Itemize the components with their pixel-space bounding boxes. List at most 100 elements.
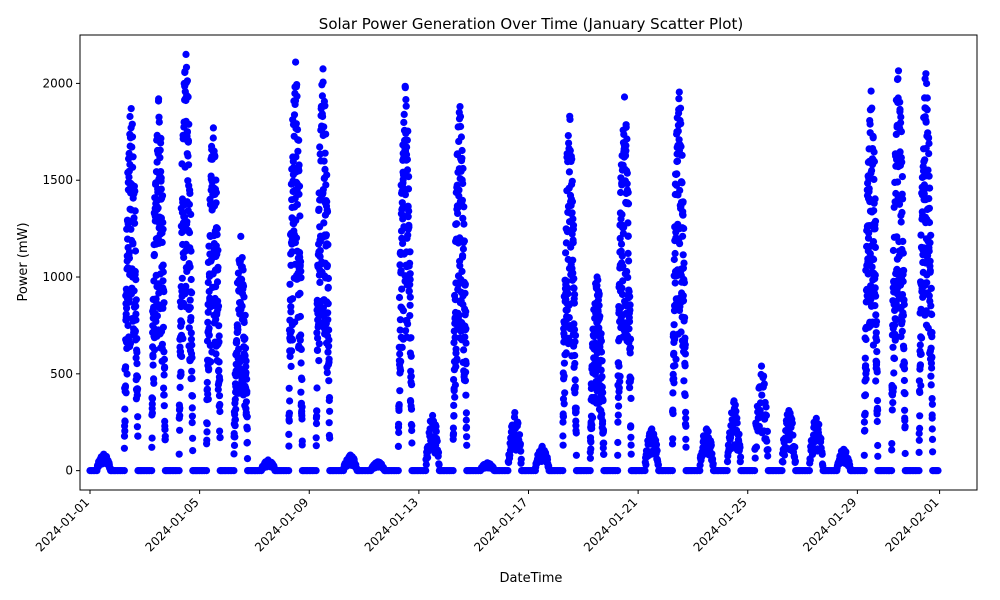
data-point	[615, 384, 623, 392]
data-point	[588, 421, 596, 429]
data-point	[760, 380, 768, 388]
data-point	[239, 282, 248, 290]
data-point	[407, 352, 415, 360]
data-point	[125, 248, 134, 256]
data-point	[584, 467, 592, 475]
data-point	[292, 234, 301, 242]
data-point	[184, 152, 192, 160]
data-point	[185, 200, 193, 208]
data-point	[161, 425, 169, 434]
data-point	[404, 213, 412, 221]
data-point	[925, 292, 933, 300]
data-point	[392, 467, 400, 475]
data-point	[617, 240, 626, 248]
data-point	[928, 395, 936, 403]
data-point	[405, 223, 413, 231]
data-point	[901, 422, 909, 430]
data-point	[459, 214, 467, 222]
data-point	[122, 313, 130, 321]
data-point	[215, 338, 223, 346]
data-point	[900, 376, 909, 385]
data-point	[324, 300, 332, 308]
data-point	[871, 284, 879, 292]
data-point	[557, 467, 565, 475]
data-point	[159, 268, 167, 276]
data-point	[569, 239, 577, 247]
data-point	[395, 401, 403, 409]
data-point	[565, 139, 573, 147]
data-point	[159, 261, 167, 269]
data-point	[572, 422, 580, 430]
data-point	[297, 258, 305, 266]
data-point	[597, 348, 606, 356]
data-point	[402, 96, 410, 104]
data-point	[928, 353, 936, 361]
data-point	[187, 275, 195, 284]
data-point	[620, 93, 629, 101]
data-point	[678, 179, 686, 187]
data-point	[764, 452, 772, 460]
data-point	[677, 120, 685, 128]
data-point	[614, 438, 622, 447]
data-point	[732, 407, 740, 415]
data-point	[896, 105, 904, 113]
data-point	[243, 375, 251, 383]
data-point	[404, 185, 413, 193]
data-point	[681, 334, 689, 342]
data-point	[406, 312, 414, 320]
data-point	[453, 355, 461, 363]
data-point	[571, 290, 579, 299]
data-point	[131, 219, 139, 227]
data-point	[399, 307, 407, 315]
data-point	[134, 385, 142, 393]
data-point	[176, 426, 184, 434]
data-point	[406, 301, 414, 309]
data-point	[866, 120, 874, 128]
data-point	[429, 411, 437, 420]
data-point	[681, 341, 689, 349]
y-axis: 0 500 1000 1500 2000	[42, 76, 80, 478]
data-point	[901, 406, 909, 414]
data-point	[153, 312, 161, 320]
data-point	[310, 467, 318, 475]
data-point	[316, 278, 324, 286]
data-point	[600, 439, 608, 447]
data-point	[159, 304, 167, 312]
data-point	[296, 336, 304, 344]
data-point	[313, 407, 321, 415]
data-point	[926, 239, 934, 247]
data-point	[670, 349, 678, 357]
data-point	[178, 274, 186, 282]
data-point	[566, 115, 574, 123]
data-point	[215, 332, 223, 340]
data-point	[679, 292, 687, 300]
data-point	[757, 362, 766, 370]
data-point	[212, 199, 220, 207]
data-point	[401, 191, 409, 199]
data-point	[243, 387, 251, 395]
data-point	[126, 340, 134, 348]
data-point	[900, 300, 908, 309]
data-point	[873, 368, 881, 376]
data-point	[216, 400, 224, 409]
data-point	[569, 269, 577, 277]
data-point	[187, 335, 195, 343]
data-point	[132, 354, 140, 362]
data-point	[925, 150, 933, 158]
data-point	[922, 70, 930, 78]
data-point	[890, 354, 899, 363]
data-point	[679, 251, 687, 259]
data-point	[312, 420, 321, 428]
data-point	[890, 203, 898, 211]
data-point	[670, 255, 678, 264]
data-point	[159, 277, 167, 285]
data-point	[319, 78, 327, 86]
data-point	[318, 92, 326, 100]
data-point	[178, 352, 186, 360]
data-point	[129, 240, 137, 248]
data-point	[420, 467, 428, 475]
data-point	[862, 335, 870, 344]
data-point	[297, 359, 305, 367]
data-point	[212, 350, 220, 358]
data-point	[231, 395, 239, 403]
